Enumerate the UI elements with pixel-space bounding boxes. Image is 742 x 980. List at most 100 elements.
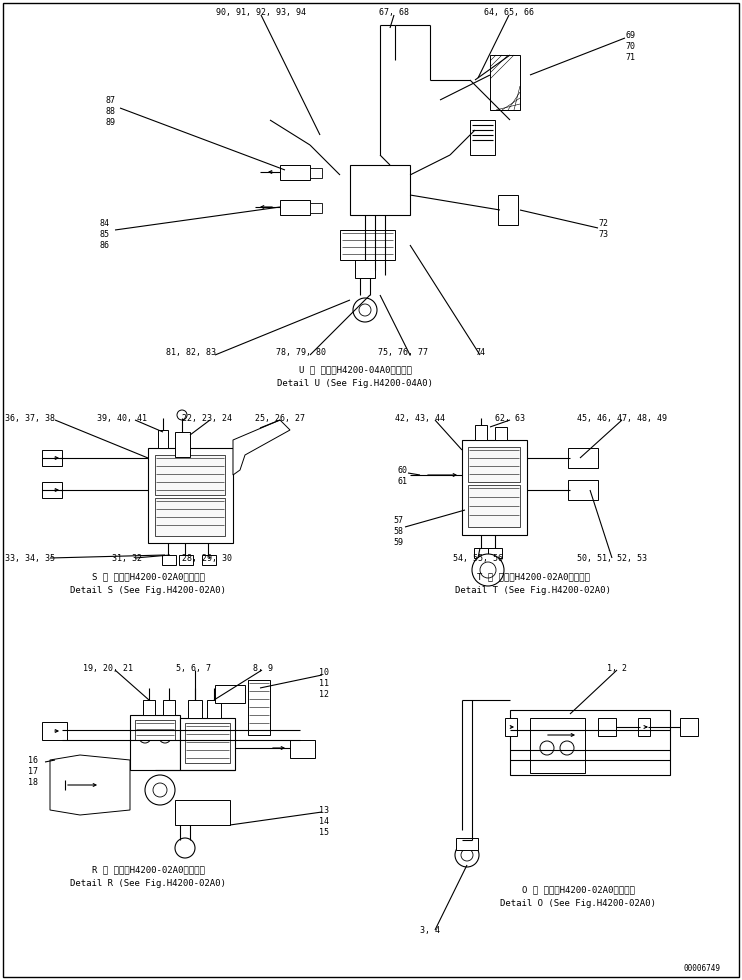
Text: 70: 70 xyxy=(625,41,635,51)
Bar xyxy=(180,718,235,770)
Text: 60: 60 xyxy=(398,466,408,474)
Bar xyxy=(158,430,168,448)
Text: Detail S (See Fig.H4200-02A0): Detail S (See Fig.H4200-02A0) xyxy=(70,585,226,595)
Text: 69: 69 xyxy=(625,30,635,39)
Bar xyxy=(175,432,190,457)
Text: 71: 71 xyxy=(625,53,635,62)
Bar xyxy=(490,55,520,110)
Text: 15: 15 xyxy=(319,827,329,837)
Text: 25, 26, 27: 25, 26, 27 xyxy=(255,414,305,422)
Text: 5, 6, 7: 5, 6, 7 xyxy=(176,663,211,672)
Bar xyxy=(148,448,233,543)
Circle shape xyxy=(159,731,171,743)
Text: Detail O (See Fig.H4200-02A0): Detail O (See Fig.H4200-02A0) xyxy=(500,899,656,907)
Text: 42, 43, 44: 42, 43, 44 xyxy=(395,414,445,422)
Bar xyxy=(498,195,518,225)
Text: Detail T (See Fig.H4200-02A0): Detail T (See Fig.H4200-02A0) xyxy=(455,585,611,595)
Bar xyxy=(468,485,520,527)
Bar xyxy=(470,120,495,155)
Circle shape xyxy=(175,838,195,858)
Text: 45, 46, 47, 48, 49: 45, 46, 47, 48, 49 xyxy=(577,414,667,422)
Bar xyxy=(163,700,175,715)
Circle shape xyxy=(560,741,574,755)
Text: 22, 23, 24: 22, 23, 24 xyxy=(182,414,232,422)
Bar xyxy=(568,448,598,468)
Text: 87: 87 xyxy=(105,95,115,105)
Text: 16: 16 xyxy=(28,756,38,764)
Text: 78, 79, 80: 78, 79, 80 xyxy=(276,348,326,357)
Text: 72: 72 xyxy=(598,219,608,227)
Text: 90, 91, 92, 93, 94: 90, 91, 92, 93, 94 xyxy=(216,8,306,17)
Bar xyxy=(42,450,62,466)
Bar xyxy=(248,680,270,735)
Text: 10: 10 xyxy=(319,667,329,676)
Bar xyxy=(350,165,410,215)
Circle shape xyxy=(540,741,554,755)
Bar xyxy=(310,168,322,178)
Circle shape xyxy=(461,849,473,861)
Text: 57: 57 xyxy=(393,515,403,524)
Bar xyxy=(310,203,322,213)
Text: 28, 29, 30: 28, 29, 30 xyxy=(182,554,232,563)
Circle shape xyxy=(353,298,377,322)
Text: 84: 84 xyxy=(100,219,110,227)
Text: 33, 34, 35: 33, 34, 35 xyxy=(5,554,55,563)
Bar xyxy=(155,455,225,495)
Text: 50, 51, 52, 53: 50, 51, 52, 53 xyxy=(577,554,647,563)
Bar xyxy=(474,548,488,558)
Bar xyxy=(340,230,395,260)
Text: 18: 18 xyxy=(28,777,38,787)
Bar xyxy=(505,718,517,736)
Text: 62, 63: 62, 63 xyxy=(495,414,525,422)
Text: 86: 86 xyxy=(100,240,110,250)
Text: 11: 11 xyxy=(319,678,329,688)
Text: 17: 17 xyxy=(28,766,38,775)
Text: 74: 74 xyxy=(475,348,485,357)
Bar xyxy=(175,800,230,825)
Circle shape xyxy=(359,304,371,316)
Circle shape xyxy=(472,554,504,586)
Text: 31, 32: 31, 32 xyxy=(112,554,142,563)
Circle shape xyxy=(145,775,175,805)
Text: 85: 85 xyxy=(100,229,110,238)
Text: 12: 12 xyxy=(319,690,329,699)
Text: R 詳 細（第H4200-02A0図参照）: R 詳 細（第H4200-02A0図参照） xyxy=(91,865,205,874)
Bar xyxy=(598,718,616,736)
Bar xyxy=(280,165,310,180)
Bar xyxy=(530,718,585,773)
Text: 88: 88 xyxy=(105,107,115,116)
Bar xyxy=(188,700,202,718)
Bar xyxy=(456,838,478,850)
Bar xyxy=(179,555,193,565)
Text: O 詳 細（第H4200-02A0図参照）: O 詳 細（第H4200-02A0図参照） xyxy=(522,886,634,895)
Bar xyxy=(207,700,221,718)
Bar xyxy=(135,720,175,740)
Text: 1, 2: 1, 2 xyxy=(607,663,627,672)
Text: Detail U (See Fig.H4200-04A0): Detail U (See Fig.H4200-04A0) xyxy=(277,378,433,387)
Bar xyxy=(143,700,155,715)
Bar xyxy=(280,200,310,215)
Bar xyxy=(468,447,520,482)
Text: 14: 14 xyxy=(319,816,329,825)
Bar xyxy=(162,555,176,565)
Text: U 詳 細（第H4200-04A0図参照）: U 詳 細（第H4200-04A0図参照） xyxy=(298,366,411,374)
Circle shape xyxy=(480,562,496,578)
Bar xyxy=(202,555,216,565)
Text: 36, 37, 38: 36, 37, 38 xyxy=(5,414,55,422)
Text: T 詳 細（第H4200-02A0図参照）: T 詳 細（第H4200-02A0図参照） xyxy=(476,572,589,581)
Bar xyxy=(42,722,67,740)
Text: 8, 9: 8, 9 xyxy=(253,663,273,672)
Bar xyxy=(355,260,375,278)
Circle shape xyxy=(153,783,167,797)
Circle shape xyxy=(177,410,187,420)
Text: 73: 73 xyxy=(598,229,608,238)
Text: 64, 65, 66: 64, 65, 66 xyxy=(484,8,534,17)
Circle shape xyxy=(139,731,151,743)
Bar xyxy=(290,740,315,758)
Bar xyxy=(495,427,507,440)
Circle shape xyxy=(455,843,479,867)
Bar xyxy=(488,548,502,558)
Bar xyxy=(42,482,62,498)
Bar xyxy=(185,723,230,763)
Bar xyxy=(155,498,225,536)
